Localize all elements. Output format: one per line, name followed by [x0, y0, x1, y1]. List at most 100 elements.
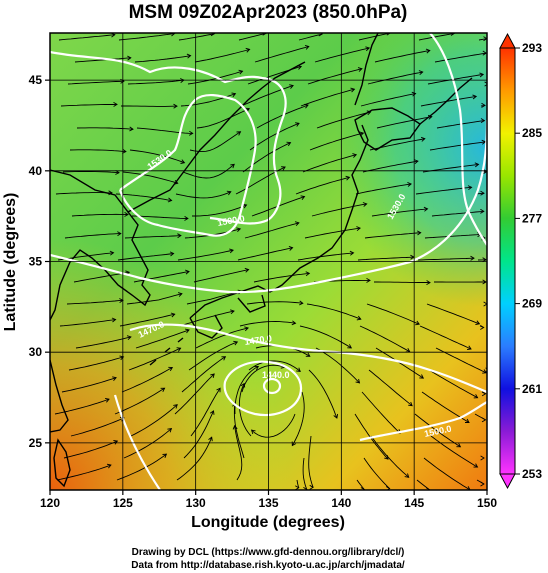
streamline — [299, 325, 352, 349]
streamline-arrowhead — [244, 267, 250, 273]
streamline — [121, 367, 173, 393]
streamline — [375, 347, 424, 379]
streamline — [175, 191, 231, 199]
streamline-arrowhead — [482, 369, 487, 374]
streamline-arrowhead — [420, 136, 426, 142]
streamline — [58, 34, 115, 41]
streamline-arrowhead — [230, 309, 235, 315]
streamline — [362, 160, 418, 173]
streamline — [307, 68, 363, 85]
streamline-arrowhead — [296, 367, 301, 372]
streamline — [73, 271, 130, 283]
streamline-arrowhead — [480, 325, 485, 330]
streamline — [193, 269, 249, 283]
streamline — [300, 88, 355, 107]
streamline — [239, 321, 296, 327]
contour-label: 1500.0 — [217, 213, 246, 228]
streamline-arrowhead — [186, 53, 192, 59]
streamline-arrowhead — [210, 373, 215, 379]
y-axis-label: Latitude (degrees) — [2, 193, 19, 332]
streamline — [251, 413, 296, 438]
streamline — [414, 413, 461, 448]
streamline — [291, 391, 305, 446]
colorbar-body — [499, 47, 516, 475]
streamline-arrowhead — [480, 481, 485, 487]
streamline — [177, 249, 234, 261]
streamline-arrowhead — [112, 376, 117, 381]
streamline — [423, 457, 471, 490]
streamline — [122, 171, 178, 184]
streamline-arrowhead — [168, 366, 174, 372]
y-tick-label: 45 — [29, 73, 43, 87]
streamline-arrowhead — [185, 328, 190, 334]
streamline — [369, 138, 425, 151]
streamline — [304, 227, 361, 239]
streamline — [306, 303, 361, 320]
streamline — [426, 303, 480, 325]
streamline — [368, 369, 413, 407]
streamline-arrowhead — [291, 320, 297, 326]
streamline — [417, 257, 475, 261]
streamline — [478, 38, 487, 41]
streamline — [135, 329, 190, 349]
streamline — [183, 410, 214, 459]
streamline-arrowhead — [352, 153, 358, 158]
streamline-arrowhead — [245, 47, 251, 53]
streamline-arrowhead — [355, 378, 361, 384]
streamline — [126, 293, 183, 305]
streamline-arrowhead — [488, 434, 491, 438]
streamline-arrowhead — [173, 404, 178, 409]
contour-label: 1440.0 — [262, 370, 290, 380]
streamline — [240, 85, 294, 107]
streamline-arrowhead — [456, 442, 462, 448]
contour-1530-south — [50, 119, 487, 294]
streamline — [188, 341, 238, 371]
streamline-arrowhead — [359, 131, 365, 137]
streamline-arrowhead — [295, 122, 300, 127]
streamline — [420, 95, 477, 107]
streamline-arrowhead — [416, 230, 422, 236]
streamline — [434, 52, 487, 63]
streamline — [69, 149, 126, 153]
streamline-arrowhead — [122, 148, 127, 154]
streamline-arrowhead — [356, 315, 362, 321]
streamline — [127, 79, 184, 85]
streamline — [115, 193, 172, 201]
streamline-arrowhead — [481, 417, 487, 423]
streamline-arrowhead — [304, 103, 309, 109]
streamline-arrowhead — [233, 340, 239, 346]
streamline — [67, 80, 124, 85]
streamline — [133, 271, 190, 283]
colorbar-tick-label: 269 — [522, 297, 542, 311]
streamline-arrowhead — [242, 203, 248, 209]
streamline — [64, 233, 121, 239]
colorbar-tick-label: 293 — [522, 41, 542, 55]
x-tick-label: 130 — [186, 496, 206, 510]
streamline-arrowhead — [208, 436, 213, 442]
streamline-arrowhead — [173, 103, 178, 109]
figure-title: MSM 09Z02Apr2023 (850.0hPa) — [129, 2, 408, 23]
streamline-arrowhead — [470, 255, 475, 261]
streamline — [181, 356, 226, 393]
streamline-arrowhead — [173, 180, 179, 185]
streamline-arrowhead — [473, 394, 479, 399]
streamline-arrowhead — [177, 233, 182, 239]
streamline-arrowhead — [426, 280, 431, 285]
streamline — [196, 108, 250, 129]
streamline — [254, 46, 309, 63]
streamline — [359, 325, 410, 353]
streamline-arrowhead — [385, 486, 391, 490]
streamline — [355, 183, 412, 195]
streamline — [60, 103, 118, 107]
streamline — [366, 303, 420, 325]
streamline — [244, 222, 300, 239]
streamline-arrowhead — [232, 424, 238, 430]
streamline-arrowhead — [109, 250, 115, 256]
streamline-arrowhead — [221, 356, 227, 361]
streamline-arrowhead — [362, 202, 368, 207]
contour-label: 1470.0 — [244, 333, 273, 347]
streamline — [308, 369, 338, 419]
streamline-arrowhead — [299, 300, 304, 306]
colorbar-bottom-triangle — [499, 473, 516, 490]
streamline — [116, 453, 167, 481]
